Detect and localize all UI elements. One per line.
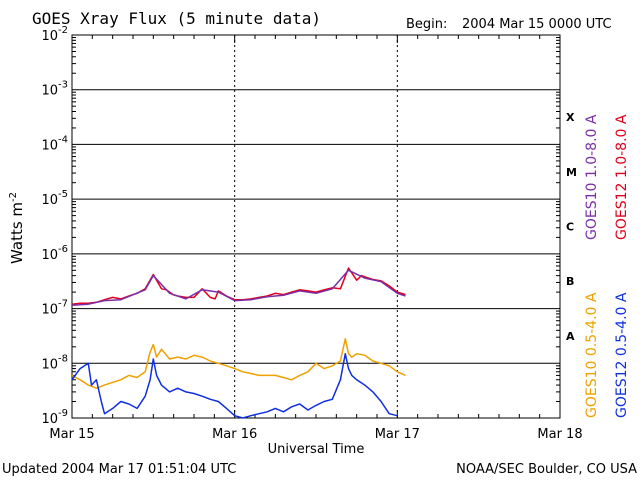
- y-tick-base: 10: [41, 138, 58, 153]
- y-tick-exponent: -2: [58, 25, 68, 36]
- data-series: [71, 267, 406, 419]
- y-tick-exponent: -9: [58, 408, 68, 419]
- flare-class-label: A: [566, 330, 575, 343]
- y-tick-label: 10-8: [41, 353, 68, 372]
- y-axis-ticks: 10-210-310-410-510-610-710-810-9: [41, 25, 560, 427]
- vertical-gridlines: [234, 35, 398, 418]
- legend: GOES10 1.0-8.0 A GOES12 1.0-8.0 A GOES10 0…: [584, 114, 630, 418]
- y-tick-exponent: -4: [58, 134, 68, 145]
- x-axis-ticks: Mar 15 Mar 16 Mar 17 Mar 18: [49, 35, 583, 442]
- y-tick-base: 10: [41, 303, 58, 318]
- updated-timestamp: Updated 2004 Mar 17 01:51:04 UTC: [2, 462, 236, 477]
- begin-label: Begin:: [406, 17, 447, 32]
- x-tick-label: Mar 17: [375, 427, 420, 442]
- y-tick-base: 10: [41, 412, 58, 427]
- begin-value: 2004 Mar 15 0000 UTC: [462, 17, 612, 32]
- series-line: [71, 352, 398, 419]
- y-axis-label: Watts m-2: [8, 192, 26, 264]
- x-tick-label: Mar 18: [537, 427, 582, 442]
- y-axis-label-sup: -2: [8, 192, 19, 202]
- flare-class-labels: X M C B A: [566, 111, 577, 343]
- plot-area: [71, 34, 561, 419]
- y-tick-exponent: -6: [58, 244, 68, 255]
- y-tick-label: 10-7: [41, 299, 68, 318]
- x-tick-label: Mar 15: [49, 427, 94, 442]
- x-tick-label: Mar 16: [212, 427, 257, 442]
- y-tick-base: 10: [41, 248, 58, 263]
- y-tick-label: 10-9: [41, 408, 68, 427]
- flare-class-label: C: [566, 221, 574, 234]
- legend-entry: GOES10 0.5-4.0 A: [584, 292, 600, 418]
- legend-entry: GOES12 0.5-4.0 A: [614, 292, 630, 418]
- y-tick-label: 10-5: [41, 189, 68, 208]
- series-line: [71, 269, 406, 307]
- series-line: [71, 338, 406, 389]
- y-tick-base: 10: [41, 193, 58, 208]
- y-tick-label: 10-6: [41, 244, 68, 263]
- y-tick-label: 10-3: [41, 80, 68, 99]
- y-tick-base: 10: [41, 357, 58, 372]
- y-tick-label: 10-4: [41, 134, 68, 153]
- credit-text: NOAA/SEC Boulder, CO USA: [456, 462, 637, 477]
- y-tick-exponent: -5: [58, 189, 68, 200]
- y-tick-exponent: -3: [58, 80, 68, 91]
- y-tick-base: 10: [41, 84, 58, 99]
- x-axis-label: Universal Time: [268, 442, 365, 457]
- flare-class-label: M: [566, 166, 577, 179]
- chart-title: GOES Xray Flux (5 minute data): [32, 9, 321, 28]
- y-tick-exponent: -7: [58, 299, 68, 310]
- y-tick-label: 10-2: [41, 25, 68, 44]
- y-axis-label-main: Watts m: [8, 202, 26, 264]
- legend-entry: GOES12 1.0-8.0 A: [614, 114, 630, 240]
- y-tick-base: 10: [41, 29, 58, 44]
- flare-class-label: X: [566, 111, 575, 124]
- legend-entry: GOES10 1.0-8.0 A: [584, 114, 600, 240]
- y-tick-exponent: -8: [58, 353, 68, 364]
- flare-class-label: B: [566, 275, 574, 288]
